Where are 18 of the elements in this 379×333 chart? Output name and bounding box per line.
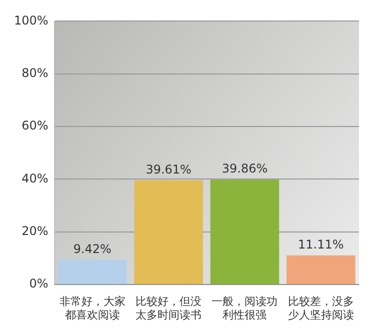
bar xyxy=(286,255,356,284)
y-tick-label: 20% xyxy=(22,224,48,238)
x-tick-label: 非常好，大家都喜欢阅读 xyxy=(59,295,126,322)
bar xyxy=(58,260,127,284)
y-tick-label: 0% xyxy=(29,276,48,291)
y-tick-label: 80% xyxy=(22,66,48,80)
y-tick-label: 40% xyxy=(22,171,48,186)
bar xyxy=(134,180,203,284)
y-tick-label: 60% xyxy=(22,118,48,133)
data-label: 39.86% xyxy=(222,162,268,176)
x-tick-label: 一般，阅读功利性很强 xyxy=(212,295,278,322)
x-tick-label: 比较差，没多少人坚持阅读 xyxy=(288,295,354,322)
data-label: 39.61% xyxy=(146,162,192,176)
data-label: 9.42% xyxy=(73,242,112,256)
bar xyxy=(210,180,280,284)
data-label: 11.11% xyxy=(298,237,344,252)
y-tick-label: 100% xyxy=(14,13,48,28)
x-tick-label: 比较好，但没太多时间读书 xyxy=(136,295,202,322)
